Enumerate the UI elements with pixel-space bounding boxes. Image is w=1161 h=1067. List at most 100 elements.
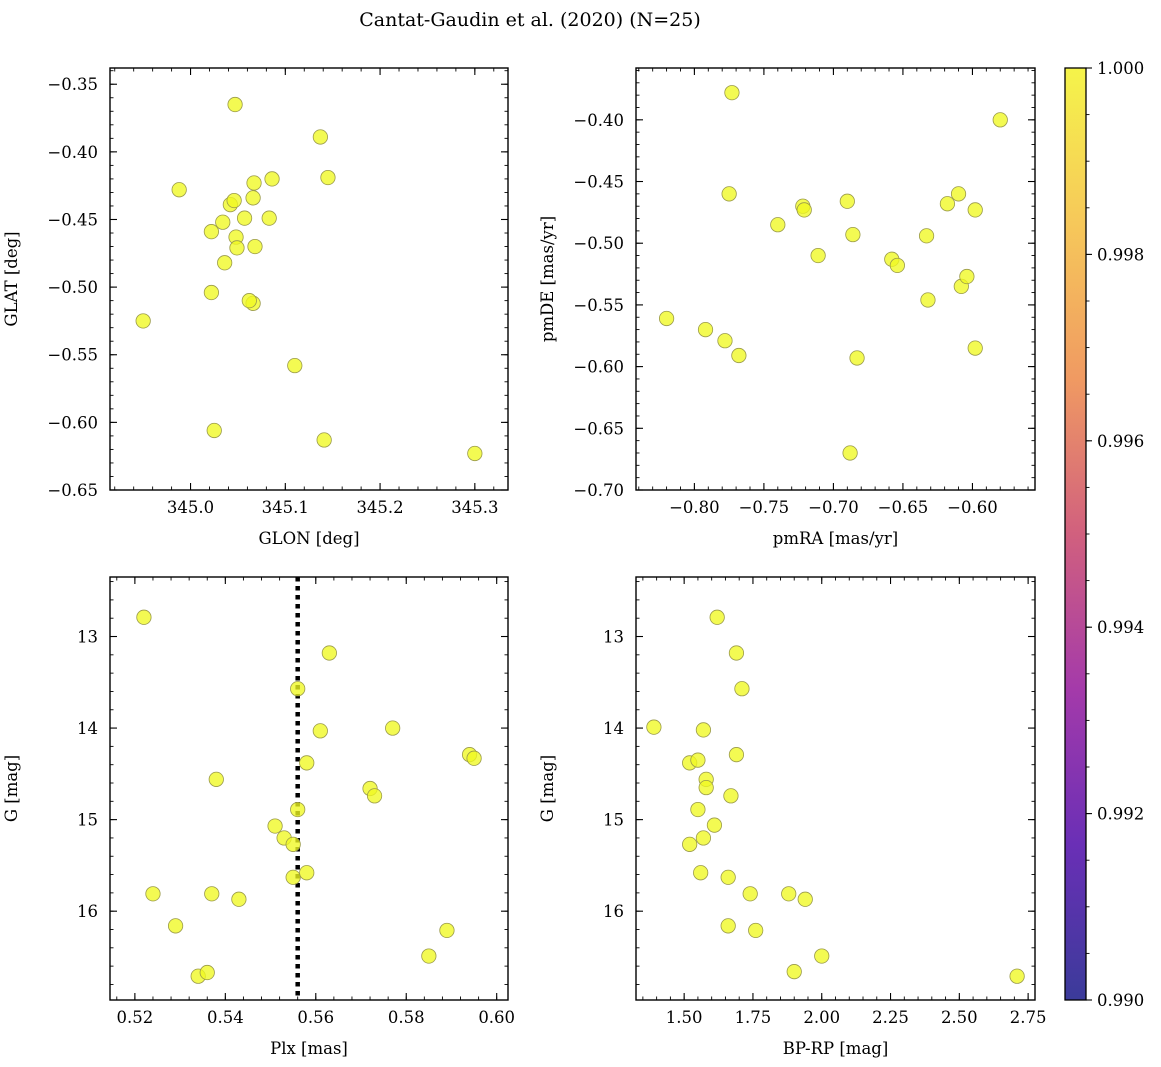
scatter-point <box>959 268 975 285</box>
x-tick-label: 345.1 <box>262 498 309 517</box>
scatter-point <box>717 333 733 349</box>
x-tick-label: 1.50 <box>666 1008 703 1027</box>
scatter-point <box>285 836 301 852</box>
panel-bottom-left: 0.52 0.54 0.56 0.58 0.60 13 14 15 16 Plx [mas] G [… <box>2 576 515 1058</box>
colorbar-tick-label: 0.998 <box>1097 245 1144 264</box>
scatter-point <box>226 192 242 209</box>
y-tick-label: 15 <box>603 811 624 830</box>
panel-frame <box>109 576 509 1001</box>
scatter-point <box>421 948 437 964</box>
scatter-point <box>227 96 243 113</box>
scatter-point <box>290 801 306 818</box>
scatter-point <box>199 964 215 981</box>
scatter-point <box>967 340 983 356</box>
y-tick-label: −0.50 <box>573 234 624 253</box>
scatter-point <box>967 202 983 218</box>
scatter-point <box>814 948 830 964</box>
scatter-point <box>299 755 315 771</box>
scatter-point <box>203 224 219 240</box>
scatter-point <box>285 869 301 885</box>
x-tick-label: 2.50 <box>941 1008 978 1027</box>
scatter-point <box>204 886 220 902</box>
scatter-point <box>690 801 706 818</box>
scatter-point <box>845 226 861 243</box>
colorbar-tick-label: 0.996 <box>1097 432 1144 451</box>
x-tick-label: 2.75 <box>1010 1008 1047 1027</box>
scatter-point <box>695 830 712 846</box>
scatter-point <box>312 723 328 739</box>
scatter-point <box>723 788 739 804</box>
y-tick-label: −0.35 <box>47 75 98 94</box>
scatter-point <box>135 313 151 329</box>
scatter-point <box>810 247 826 264</box>
figure-title: Cantat-Gaudin et al. (2020) (N=25) <box>359 9 701 31</box>
x-axis-label: BP-RP [mag] <box>783 1039 889 1058</box>
x-axis-label: Plx [mas] <box>270 1039 348 1058</box>
y-tick-label: −0.45 <box>573 173 624 192</box>
x-tick-label: −0.70 <box>808 498 859 517</box>
scatter-point <box>849 350 865 366</box>
x-tick-label: 345.0 <box>167 498 214 517</box>
scatter-point <box>236 210 253 226</box>
y-tick-label: 15 <box>77 811 98 830</box>
colorbar-tick-label: 0.994 <box>1097 618 1144 637</box>
y-tick-label: −0.70 <box>573 481 624 500</box>
scatter-point <box>321 645 337 661</box>
scatter-point <box>136 609 152 625</box>
colorbar-tick-label: 0.992 <box>1097 805 1144 824</box>
scatter-point <box>697 321 714 338</box>
x-tick-label: 2.00 <box>803 1008 840 1027</box>
scatter-point <box>920 292 936 308</box>
x-tick-label: 0.54 <box>207 1008 244 1027</box>
scatter-point <box>320 169 336 186</box>
x-tick-label: 345.3 <box>451 498 498 517</box>
y-tick-label: −0.45 <box>47 210 98 229</box>
scatter-point <box>646 719 662 735</box>
scatter-point <box>797 891 813 907</box>
x-axis-label: pmRA [mas/yr] <box>773 529 898 548</box>
scatter-point <box>264 171 280 187</box>
scatter-point <box>728 645 745 661</box>
scatter-point <box>299 865 315 881</box>
scatter-point <box>658 310 675 327</box>
scatter-point <box>698 779 714 796</box>
scatter-point <box>217 255 233 271</box>
y-tick-label: −0.60 <box>573 358 624 377</box>
y-tick-label: 16 <box>77 902 98 921</box>
scatter-point <box>229 240 245 256</box>
x-tick-label: 0.56 <box>297 1008 334 1027</box>
scatter-point <box>781 886 797 902</box>
x-tick-label: −0.75 <box>739 498 790 517</box>
scatter-point <box>287 357 303 374</box>
panel-top-left: 345.0 345.1 345.2 345.3 −0.65 −0.60 −0.55 −0.50… <box>2 67 509 548</box>
scatter-point <box>734 681 750 697</box>
scatter-point <box>215 214 231 230</box>
y-tick-label: −0.65 <box>573 419 624 438</box>
scatter-point <box>439 922 455 939</box>
x-tick-label: 1.75 <box>735 1008 772 1027</box>
y-tick-label: 14 <box>603 719 624 738</box>
scatter-point <box>695 722 712 738</box>
scatter-point <box>693 865 709 881</box>
scatter-point <box>839 193 855 209</box>
y-tick-label: −0.65 <box>47 481 98 500</box>
scatter-point <box>145 886 161 902</box>
scatter-point <box>682 836 698 852</box>
scatter-point <box>312 129 328 145</box>
scatter-point <box>720 869 736 885</box>
x-axis-label: GLON [deg] <box>258 529 359 548</box>
scatter-point <box>939 196 956 212</box>
scatter-point <box>208 771 224 787</box>
scatter-point <box>290 681 306 697</box>
scatter-point <box>261 210 277 226</box>
scatter-point <box>742 886 758 902</box>
scatter-point <box>992 112 1008 128</box>
scatter-point <box>366 788 383 804</box>
scatter-point <box>950 186 967 202</box>
y-tick-label: −0.50 <box>47 278 98 297</box>
scatter-point <box>889 257 905 274</box>
y-axis-label: G [mag] <box>538 755 557 822</box>
y-tick-label: 14 <box>77 719 98 738</box>
panel-frame <box>635 576 1036 1001</box>
scatter-point <box>171 182 187 198</box>
